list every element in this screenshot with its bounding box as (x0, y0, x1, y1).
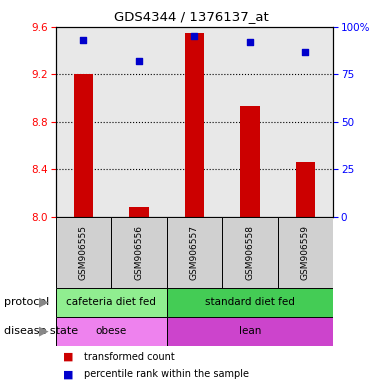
Text: obese: obese (95, 326, 127, 336)
Bar (111, 217, 167, 288)
Bar (56, 217, 111, 288)
Text: protocol: protocol (4, 297, 49, 308)
Text: ■: ■ (63, 352, 74, 362)
Text: GDS4344 / 1376137_at: GDS4344 / 1376137_at (114, 10, 269, 23)
Text: GSM906559: GSM906559 (301, 225, 310, 280)
Bar (167, 217, 222, 288)
Text: percentile rank within the sample: percentile rank within the sample (84, 369, 249, 379)
Bar (222, 217, 278, 288)
Text: ■: ■ (63, 369, 74, 379)
Bar (167, 317, 333, 346)
Text: disease state: disease state (4, 326, 78, 336)
Text: GSM906558: GSM906558 (246, 225, 254, 280)
Point (247, 39, 253, 45)
Bar (129, 207, 149, 217)
Text: cafeteria diet fed: cafeteria diet fed (66, 297, 156, 308)
Text: ▶: ▶ (39, 325, 49, 338)
Text: GSM906556: GSM906556 (134, 225, 143, 280)
Bar (185, 33, 204, 217)
Text: standard diet fed: standard diet fed (205, 297, 295, 308)
Text: lean: lean (239, 326, 261, 336)
Text: ▶: ▶ (39, 296, 49, 309)
Text: GSM906557: GSM906557 (190, 225, 199, 280)
Point (192, 33, 198, 40)
Bar (240, 106, 260, 217)
Bar (278, 217, 333, 288)
Bar (56, 317, 167, 346)
Text: GSM906555: GSM906555 (79, 225, 88, 280)
Point (303, 48, 309, 55)
Text: transformed count: transformed count (84, 352, 175, 362)
Bar (167, 288, 333, 317)
Bar (74, 74, 93, 217)
Bar (296, 162, 315, 217)
Point (136, 58, 142, 64)
Bar (56, 288, 167, 317)
Point (80, 37, 87, 43)
